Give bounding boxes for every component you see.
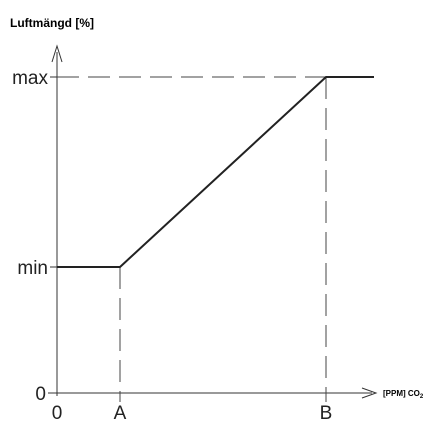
x-axis-label-subscript: 2 [420,394,424,400]
y-tick-label-min: min [17,258,48,279]
series-line [57,76,374,268]
x-tick-label-0: 0 [52,403,63,421]
y-tick-label-max: max [12,68,48,89]
x-tick-label-a: A [114,403,127,421]
x-axis-arrow [361,387,378,399]
y-axis-label: Luftmängd [%] [10,16,94,30]
y-tick-label-0: 0 [35,384,46,405]
x-tick-label-b: B [320,403,333,421]
y-axis-arrow [51,44,63,63]
x-axis-label: [PPM] CO2 [383,389,424,400]
x-axis-label-main: [PPM] CO [383,389,420,398]
